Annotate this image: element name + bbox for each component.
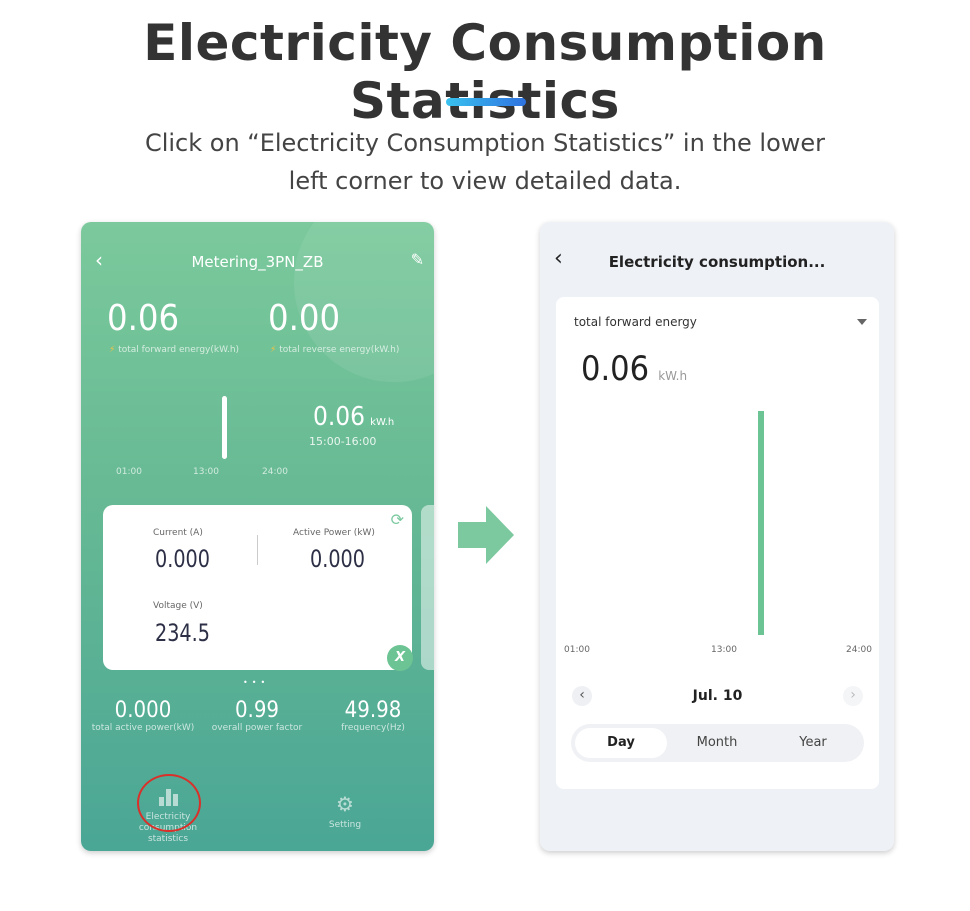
period-tabs: Day Month Year <box>571 724 864 762</box>
prev-date-button[interactable]: ‹ <box>572 686 592 706</box>
reverse-energy-label: ⚡ total reverse energy(kW.h) <box>270 345 399 355</box>
mini-tick: 01:00 <box>116 467 142 477</box>
current-date: Jul. 10 <box>692 688 743 704</box>
subtitle-line-2: left corner to view detailed data. <box>288 167 682 195</box>
stat-power-factor: 0.99 overall power factor <box>197 698 317 733</box>
stat-value: 49.98 <box>344 698 402 723</box>
selected-value: 0.06 <box>313 402 366 432</box>
power-value: 0.000 <box>310 545 365 573</box>
arrow-right-icon <box>458 506 514 564</box>
x-tick: 01:00 <box>564 645 590 655</box>
refresh-icon[interactable]: ⟳ <box>390 510 404 529</box>
mini-tick: 24:00 <box>262 467 288 477</box>
tab-year[interactable]: Year <box>799 735 827 750</box>
realtime-card: Current (A) 0.000 Active Power (kW) 0.00… <box>103 505 413 671</box>
selected-reading: 0.06 kW.h <box>313 402 394 432</box>
voltage-value: 234.5 <box>155 619 210 647</box>
x-tick: 13:00 <box>711 645 737 655</box>
current-value: 0.000 <box>155 545 210 573</box>
gear-icon: ⚙ <box>336 792 354 816</box>
energy-type-dropdown[interactable]: total forward energy <box>574 315 697 329</box>
mini-tick: 13:00 <box>193 467 219 477</box>
total-unit: kW.h <box>658 369 688 383</box>
energy-icon: ⚡ <box>109 345 116 355</box>
stat-label: overall power factor <box>211 723 303 733</box>
highlight-circle <box>137 774 201 832</box>
next-date-button[interactable]: › <box>843 686 863 706</box>
divider <box>257 535 258 565</box>
stat-label: frequency(Hz) <box>341 723 405 733</box>
page-title: Electricity Consumption Statistics <box>143 14 827 130</box>
forward-energy-label: ⚡ total forward energy(kW.h) <box>109 345 239 355</box>
title-accent-bar <box>446 98 526 106</box>
screen-title: Electricity consumption... <box>608 253 826 271</box>
device-screen: ‹ Metering_3PN_ZB ✎ 0.06 ⚡ total forward… <box>81 222 434 851</box>
statistics-screen: ‹ Electricity consumption... total forwa… <box>540 222 894 851</box>
x-tick: 24:00 <box>846 645 872 655</box>
stat-active-power: 0.000 total active power(kW) <box>81 698 205 733</box>
nav-setting[interactable]: ⚙ Setting <box>305 792 385 830</box>
chart-card: total forward energy 0.06 kW.h 01:00 13:… <box>556 297 879 789</box>
stat-label: total active power(kW) <box>91 723 195 733</box>
chevron-down-icon[interactable] <box>857 319 867 325</box>
chart-bar[interactable] <box>758 411 764 635</box>
stat-frequency: 49.98 frequency(Hz) <box>313 698 433 733</box>
selected-range: 15:00-16:00 <box>309 435 377 448</box>
next-card-peek[interactable] <box>421 505 434 670</box>
reverse-energy-value: 0.00 <box>268 298 341 339</box>
reverse-label-text: total reverse energy(kW.h) <box>279 345 400 355</box>
back-icon[interactable]: ‹ <box>554 246 563 271</box>
power-label: Active Power (kW) <box>293 528 375 538</box>
edit-icon[interactable]: ✎ <box>410 250 424 269</box>
forward-label-text: total forward energy(kW.h) <box>118 345 240 355</box>
total-value: 0.06 <box>581 349 650 389</box>
selected-unit: kW.h <box>370 417 395 428</box>
page-dots[interactable]: ••• <box>243 678 270 687</box>
stat-value: 0.99 <box>234 698 280 723</box>
total-reading: 0.06 kW.h <box>581 349 687 389</box>
voltage-label: Voltage (V) <box>153 601 203 611</box>
stat-value: 0.000 <box>114 698 172 723</box>
subtitle: Click on “Electricity Consumption Statis… <box>0 124 970 200</box>
energy-icon: ⚡ <box>270 345 277 355</box>
tab-month[interactable]: Month <box>696 735 738 750</box>
subtitle-line-1: Click on “Electricity Consumption Statis… <box>144 129 826 157</box>
tab-day[interactable]: Day <box>575 728 667 758</box>
device-title: Metering_3PN_ZB <box>191 253 324 271</box>
nav-label: Setting <box>328 820 362 830</box>
back-icon[interactable]: ‹ <box>95 248 103 272</box>
mini-chart-bar[interactable] <box>222 396 227 459</box>
current-label: Current (A) <box>153 528 203 538</box>
close-badge[interactable]: X <box>387 645 413 671</box>
forward-energy-value: 0.06 <box>107 298 180 339</box>
